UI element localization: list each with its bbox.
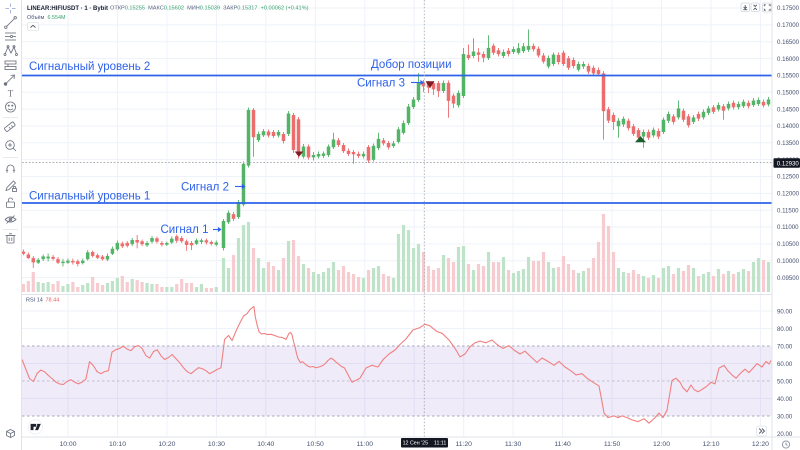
svg-text:0.12000: 0.12000 [777, 191, 800, 198]
svg-text:11:20: 11:20 [455, 441, 472, 448]
svg-text:0.17500: 0.17500 [777, 5, 800, 12]
svg-text:T: T [8, 89, 14, 99]
svg-text:0.14500: 0.14500 [777, 106, 800, 113]
svg-text:12 Сен '25 11:11: 12 Сен '25 11:11 [403, 441, 447, 447]
svg-text:80.00: 80.00 [777, 326, 793, 333]
svg-text:0.11000: 0.11000 [777, 224, 799, 231]
svg-text:20.00: 20.00 [777, 431, 793, 438]
svg-text:10:00: 10:00 [59, 441, 76, 448]
svg-text:10:20: 10:20 [158, 441, 175, 448]
svg-text:0.12930: 0.12930 [777, 160, 800, 167]
svg-text:90.00: 90.00 [777, 308, 793, 315]
svg-text:40.00: 40.00 [777, 396, 793, 403]
svg-text:12:20: 12:20 [752, 441, 769, 448]
svg-text:0.16000: 0.16000 [777, 56, 800, 63]
svg-text:Сигнал 2: Сигнал 2 [181, 182, 229, 194]
svg-text:0.14000: 0.14000 [777, 123, 800, 130]
svg-text:12:10: 12:10 [702, 441, 719, 448]
svg-text:10:30: 10:30 [208, 441, 225, 448]
svg-text:0.09500: 0.09500 [777, 275, 800, 282]
svg-text:11:50: 11:50 [604, 441, 621, 448]
svg-text:0.10500: 0.10500 [777, 241, 800, 248]
svg-text:LINEAR:HIFIUSDT · 1 · Bybit: LINEAR:HIFIUSDT · 1 · Bybit [27, 6, 108, 12]
svg-text:10:50: 10:50 [307, 441, 324, 448]
svg-text:11:40: 11:40 [554, 441, 571, 448]
svg-text:Объём: Объём [27, 15, 44, 21]
svg-text:0.17000: 0.17000 [777, 22, 800, 29]
svg-text:Сигнал 1: Сигнал 1 [161, 224, 209, 236]
svg-text:78.44: 78.44 [46, 297, 60, 303]
svg-text:Сигнал 3: Сигнал 3 [357, 78, 405, 90]
svg-text:0.15000: 0.15000 [777, 89, 800, 96]
svg-text:0.16500: 0.16500 [777, 39, 800, 46]
svg-text:12:00: 12:00 [653, 441, 670, 448]
svg-text:30.00: 30.00 [777, 413, 793, 420]
svg-text:ОТКР0.15255 МАКС0.15602 МИН0: ОТКР0.15255 МАКС0.15602 МИН0.15039 ЗАКР0… [110, 5, 309, 11]
svg-text:10:10: 10:10 [109, 441, 126, 448]
svg-text:Сигнальный уровень 1: Сигнальный уровень 1 [29, 191, 150, 203]
svg-text:Сигнальный уровень 2: Сигнальный уровень 2 [29, 61, 150, 73]
svg-text:6.554M: 6.554M [48, 15, 66, 21]
svg-text:11:30: 11:30 [505, 441, 522, 448]
svg-text:60.00: 60.00 [777, 361, 793, 368]
svg-text:10:40: 10:40 [257, 441, 274, 448]
svg-text:0.10000: 0.10000 [777, 258, 800, 265]
svg-text:11:00: 11:00 [357, 441, 374, 448]
svg-text:0.11500: 0.11500 [777, 207, 799, 214]
svg-text:0.15500: 0.15500 [777, 73, 800, 80]
svg-text:50.00: 50.00 [777, 378, 793, 385]
svg-text:0.13500: 0.13500 [777, 140, 800, 147]
svg-text:Добор позиции: Добор позиции [371, 59, 452, 71]
svg-text:70.00: 70.00 [777, 343, 793, 350]
svg-text:0.12500: 0.12500 [777, 174, 800, 181]
svg-text:RSI 14: RSI 14 [26, 297, 43, 303]
